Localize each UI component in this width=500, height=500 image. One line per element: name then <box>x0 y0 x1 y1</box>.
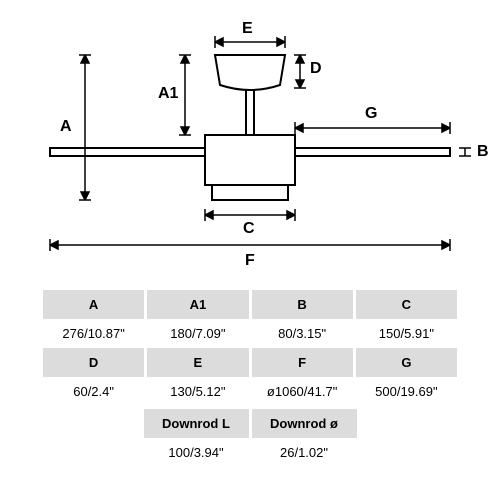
label-a1: A1 <box>158 85 178 103</box>
hdr-c: C <box>356 290 457 319</box>
hdr-a: A <box>43 290 144 319</box>
label-d: D <box>310 60 322 78</box>
hdr-b: B <box>252 290 353 319</box>
label-c: C <box>243 220 255 238</box>
dimension-diagram: A A1 E D G B C F <box>0 0 500 280</box>
val-d: 60/2.4" <box>43 377 144 406</box>
val-e: 130/5.12" <box>147 377 248 406</box>
hdr-g: G <box>356 348 457 377</box>
table-row: D E F G <box>43 348 457 377</box>
val-f: ø1060/41.7" <box>252 377 353 406</box>
label-a: A <box>60 118 72 136</box>
val-b: 80/3.15" <box>252 319 353 348</box>
val-a: 276/10.87" <box>43 319 144 348</box>
table-row: 100/3.94" 26/1.02" <box>144 438 357 467</box>
val-downrod-l: 100/3.94" <box>144 438 249 467</box>
val-c: 150/5.91" <box>356 319 457 348</box>
table-row: Downrod L Downrod ø <box>144 409 357 438</box>
spec-table-2: Downrod L Downrod ø 100/3.94" 26/1.02" <box>141 409 360 467</box>
hdr-d: D <box>43 348 144 377</box>
label-f: F <box>245 252 255 270</box>
hdr-f: F <box>252 348 353 377</box>
hdr-a1: A1 <box>147 290 248 319</box>
val-downrod-d: 26/1.02" <box>252 438 357 467</box>
table-row: 276/10.87" 180/7.09" 80/3.15" 150/5.91" <box>43 319 457 348</box>
val-a1: 180/7.09" <box>147 319 248 348</box>
label-b: B <box>477 143 489 161</box>
hdr-downrod-d: Downrod ø <box>252 409 357 438</box>
label-e: E <box>242 20 253 38</box>
spec-table-1: A A1 B C 276/10.87" 180/7.09" 80/3.15" 1… <box>40 290 460 406</box>
fan-schematic-svg <box>0 0 500 280</box>
val-g: 500/19.69" <box>356 377 457 406</box>
hdr-downrod-l: Downrod L <box>144 409 249 438</box>
table-row: A A1 B C <box>43 290 457 319</box>
label-g: G <box>365 105 377 123</box>
spec-table-area: A A1 B C 276/10.87" 180/7.09" 80/3.15" 1… <box>0 280 500 467</box>
hdr-e: E <box>147 348 248 377</box>
table-row: 60/2.4" 130/5.12" ø1060/41.7" 500/19.69" <box>43 377 457 406</box>
